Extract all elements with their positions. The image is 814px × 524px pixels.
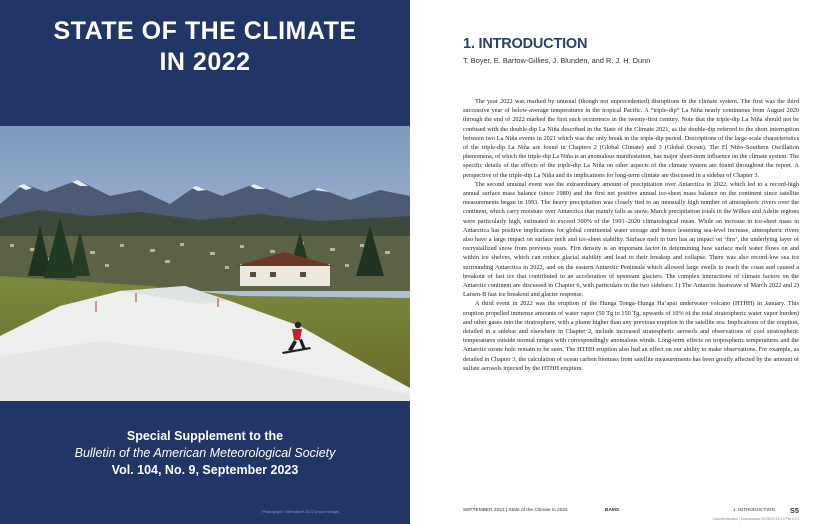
article-body: The year 2022 was marked by unusual (tho… <box>463 97 799 373</box>
cover-panel: STATE OF THE CLIMATE IN 2022 <box>0 0 410 524</box>
body-paragraph: The year 2022 was marked by unusual (tho… <box>463 98 799 179</box>
page-footer: SEPTEMBER 2023 | State of the Climate in… <box>463 506 799 521</box>
body-paragraph: A third event in 2022 was the eruption o… <box>463 300 799 372</box>
cover-supplement-text: Special Supplement to the Bulletin of th… <box>0 428 410 479</box>
footer-section: 1. INTRODUCTION <box>732 508 775 513</box>
footer-journal: BAMS <box>605 508 620 513</box>
photo-credit: Photograph: Oberstdorf 2022 (cover image… <box>262 509 340 514</box>
volume-line: Vol. 104, No. 9, September 2023 <box>111 463 299 477</box>
journal-name: Bulletin of the American Meteorological … <box>74 446 336 460</box>
supplement-line: Special Supplement to the <box>126 429 284 443</box>
page-number: S5 <box>789 506 799 515</box>
section-title: 1. INTRODUCTION <box>463 36 588 52</box>
body-paragraph: The second unusual event was the extraor… <box>463 180 799 299</box>
download-stamp: Unauthenticated | Downloaded 09/28/23 02… <box>712 517 799 521</box>
cover-photo <box>0 126 410 401</box>
cover-title: STATE OF THE CLIMATE IN 2022 <box>0 16 410 78</box>
ski-slope-photo <box>0 126 410 401</box>
cover-title-line: STATE OF THE CLIMATE <box>53 17 357 45</box>
snowboarder-figure <box>282 321 311 354</box>
cover-title-line: IN 2022 <box>159 48 251 76</box>
footer-issue: SEPTEMBER 2023 | State of the Climate in… <box>463 508 568 513</box>
author-list: T. Boyer, E. Bartow-Gillies, J. Blunden,… <box>463 56 651 65</box>
article-page: 1. INTRODUCTION T. Boyer, E. Bartow-Gill… <box>410 0 814 524</box>
